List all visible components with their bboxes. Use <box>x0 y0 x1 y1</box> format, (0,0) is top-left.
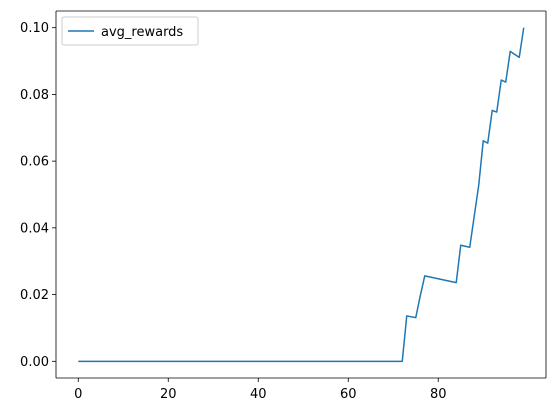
plot-frame <box>55 10 547 379</box>
x-tick-label: 20 <box>160 387 177 402</box>
y-tick-label: 0.06 <box>20 155 49 170</box>
plot-background <box>56 11 546 378</box>
legend-box <box>61 16 199 46</box>
series-line-0 <box>78 27 525 363</box>
x-tick-label: 80 <box>430 387 447 402</box>
y-axis: 0.00 0.02 0.04 0.06 0.08 0.10 <box>20 21 56 370</box>
y-tick-label: 0.08 <box>20 88 49 103</box>
y-tick-label: 0.02 <box>20 288 49 303</box>
y-tick-label: 0.10 <box>20 21 49 36</box>
y-tick-label: 0.00 <box>20 355 49 370</box>
x-tick-label: 40 <box>250 387 267 402</box>
legend-label: avg_rewards <box>101 25 183 40</box>
legend: avg_rewards <box>61 16 199 46</box>
x-tick-label: 60 <box>340 387 357 402</box>
y-tick-label: 0.04 <box>20 221 49 236</box>
series-layer <box>78 27 525 363</box>
x-tick-label: 0 <box>74 387 82 402</box>
x-axis: 0 20 40 60 80 <box>74 378 447 402</box>
